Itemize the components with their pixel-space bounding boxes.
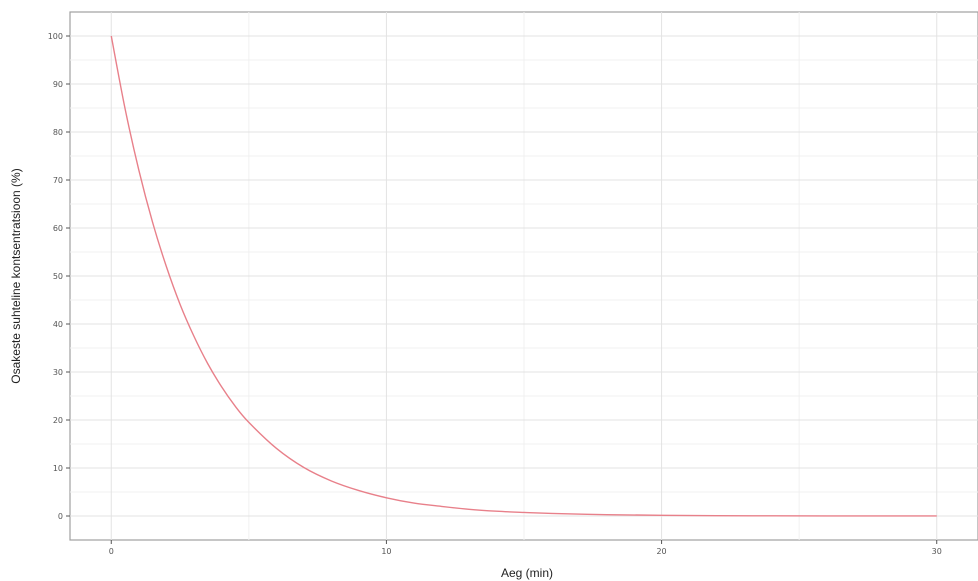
series-line xyxy=(110,35,937,517)
y-axis-title: Osakeste suhteline kontsentratsioon (%) xyxy=(9,168,23,383)
grid-lines xyxy=(70,12,978,540)
x-tick-label: 10 xyxy=(381,547,391,556)
y-tick-label: 40 xyxy=(53,320,63,329)
y-tick-label: 0 xyxy=(58,512,63,521)
y-tick-label: 90 xyxy=(53,80,63,89)
x-tick-label: 30 xyxy=(932,547,942,556)
axis-ticks: 0 10 20 30 0 10 20 30 40 50 60 70 80 90 100 xyxy=(48,32,942,556)
y-tick-label: 10 xyxy=(53,464,63,473)
y-tick-label: 100 xyxy=(48,32,63,41)
y-tick-label: 70 xyxy=(53,176,63,185)
y-tick-label: 20 xyxy=(53,416,63,425)
y-tick-label: 60 xyxy=(53,224,63,233)
x-tick-label: 0 xyxy=(109,547,114,556)
series-layer xyxy=(110,35,937,517)
y-tick-label: 50 xyxy=(53,272,63,281)
x-axis-title: Aeg (min) xyxy=(501,566,553,580)
y-tick-label: 80 xyxy=(53,128,63,137)
y-tick-label: 30 xyxy=(53,368,63,377)
x-tick-label: 20 xyxy=(656,547,666,556)
